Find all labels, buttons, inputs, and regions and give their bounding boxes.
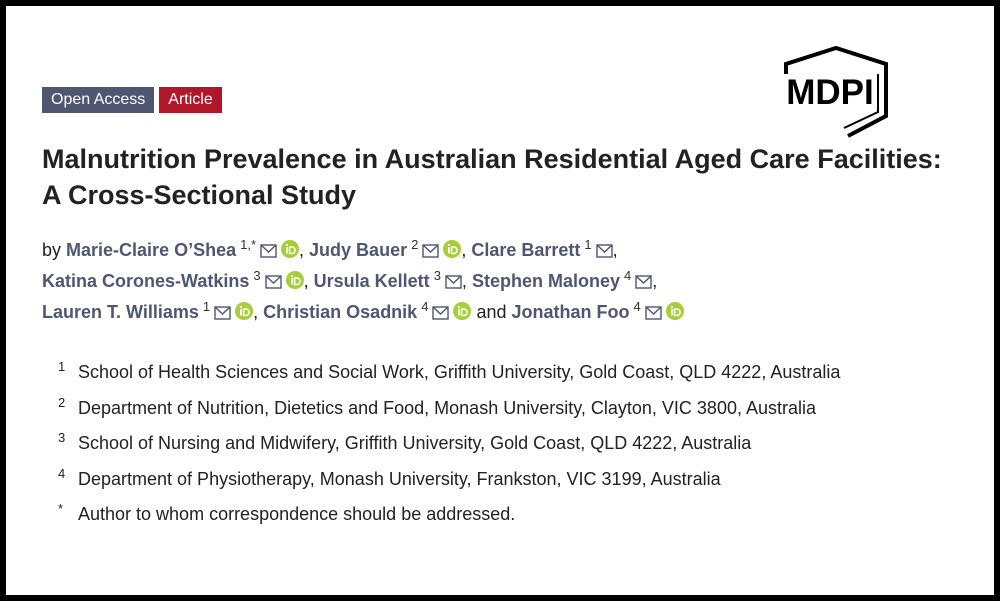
author-affiliation: 1,*	[240, 237, 257, 252]
affiliation-text: School of Nursing and Midwifery, Griffit…	[78, 433, 752, 453]
author-name[interactable]: Stephen Maloney	[471, 271, 620, 291]
author: Katina Corones-Watkins 3,	[42, 268, 309, 291]
affiliation-text: Department of Nutrition, Dietetics and F…	[78, 397, 817, 418]
article-title: Malnutrition Prevalence in Australian Re…	[42, 144, 942, 210]
email-icon[interactable]	[264, 275, 282, 289]
email-icon[interactable]	[432, 306, 450, 320]
author-name[interactable]: Clare Barrett	[471, 240, 581, 260]
author-name[interactable]: Ursula Kellett	[313, 271, 430, 291]
orcid-icon[interactable]	[281, 240, 300, 258]
author-name[interactable]: Marie-Claire O’Shea	[66, 240, 237, 260]
orcid-icon[interactable]	[453, 302, 472, 320]
author: Ursula Kellett 3,	[313, 268, 467, 291]
author: Stephen Maloney 4,	[471, 268, 658, 291]
author-name[interactable]: Judy Bauer	[309, 240, 408, 260]
conjunction: and	[476, 302, 507, 322]
author-affiliation: 1	[584, 237, 592, 252]
email-icon[interactable]	[595, 244, 613, 258]
affiliation-marker: 4	[58, 465, 66, 481]
author-name[interactable]: Katina Corones-Watkins	[42, 271, 250, 291]
author-affiliation: 1	[202, 299, 211, 314]
byline: by Marie-Claire O’Shea 1,*, Judy Bauer 2, …	[42, 235, 942, 328]
affiliation-text: School of Health Sciences and Social Wor…	[78, 362, 841, 382]
affiliation-marker: 3	[58, 430, 66, 445]
email-icon[interactable]	[635, 275, 652, 289]
email-icon[interactable]	[214, 306, 231, 320]
separator: ,	[461, 240, 467, 260]
affiliation: 3 School of Nursing and Midwifery, Griffi…	[42, 426, 840, 462]
author-affiliation: 3	[433, 268, 441, 283]
affiliation-marker: 2	[58, 394, 66, 410]
orcid-icon[interactable]	[443, 240, 462, 258]
author-name[interactable]: Lauren T. Williams	[42, 302, 199, 322]
author: Lauren T. Williams 1,	[42, 299, 259, 322]
logo-outline	[784, 45, 888, 138]
logo-backdrop	[782, 74, 876, 108]
author-name[interactable]: Christian Osadnik	[263, 302, 418, 322]
author-name[interactable]: Jonathan Foo	[511, 302, 630, 322]
badge[interactable]: Open Access	[42, 87, 155, 113]
email-icon[interactable]	[422, 244, 440, 258]
affiliation: 1 School of Health Sciences and Social Wo…	[42, 355, 840, 391]
author: Judy Bauer 2,	[309, 237, 467, 260]
email-icon[interactable]	[445, 275, 462, 289]
author-affiliation: 4	[421, 299, 429, 314]
orcid-icon[interactable]	[285, 271, 304, 289]
separator: ,	[299, 240, 305, 260]
email-icon[interactable]	[645, 306, 662, 320]
separator: ,	[253, 302, 259, 322]
author-affiliation: 4	[623, 268, 632, 283]
affiliation: * Author to whom correspondence should be…	[42, 497, 840, 533]
affiliation: 2 Department of Nutrition, Dietetics and …	[42, 391, 840, 427]
orcid-icon[interactable]	[665, 302, 684, 320]
author-affiliation: 2	[411, 237, 419, 252]
publisher-logo[interactable]: MDPI	[778, 44, 918, 139]
separator: ,	[612, 240, 618, 260]
author: Christian Osadnik 4	[263, 299, 472, 322]
author: Clare Barrett 1,	[471, 237, 618, 260]
affiliation-text: Department of Physiotherapy, Monash Univ…	[78, 468, 721, 489]
orcid-icon[interactable]	[235, 302, 254, 320]
affiliations: 1 School of Health Sciences and Social Wo…	[42, 355, 840, 533]
separator: ,	[652, 271, 658, 291]
author: Marie-Claire O’Shea 1,*,	[66, 237, 305, 260]
affiliation-text: Author to whom correspondence should be …	[78, 504, 516, 524]
separator: ,	[303, 271, 309, 291]
author: Jonathan Foo 4	[511, 299, 684, 322]
affiliation-marker: *	[58, 501, 64, 516]
byline-prefix: by	[42, 240, 62, 260]
logo-inner-line	[843, 74, 879, 129]
email-icon[interactable]	[260, 244, 277, 258]
logo-text: MDPI	[786, 73, 874, 112]
author-affiliation: 4	[633, 299, 641, 314]
separator: ,	[461, 271, 467, 291]
affiliation-marker: 1	[58, 359, 66, 374]
badges: Open Access Article	[42, 87, 222, 113]
author-affiliation: 3	[253, 268, 261, 283]
badge[interactable]: Article	[159, 87, 222, 113]
affiliation: 4 Department of Physiotherapy, Monash Uni…	[42, 462, 840, 498]
